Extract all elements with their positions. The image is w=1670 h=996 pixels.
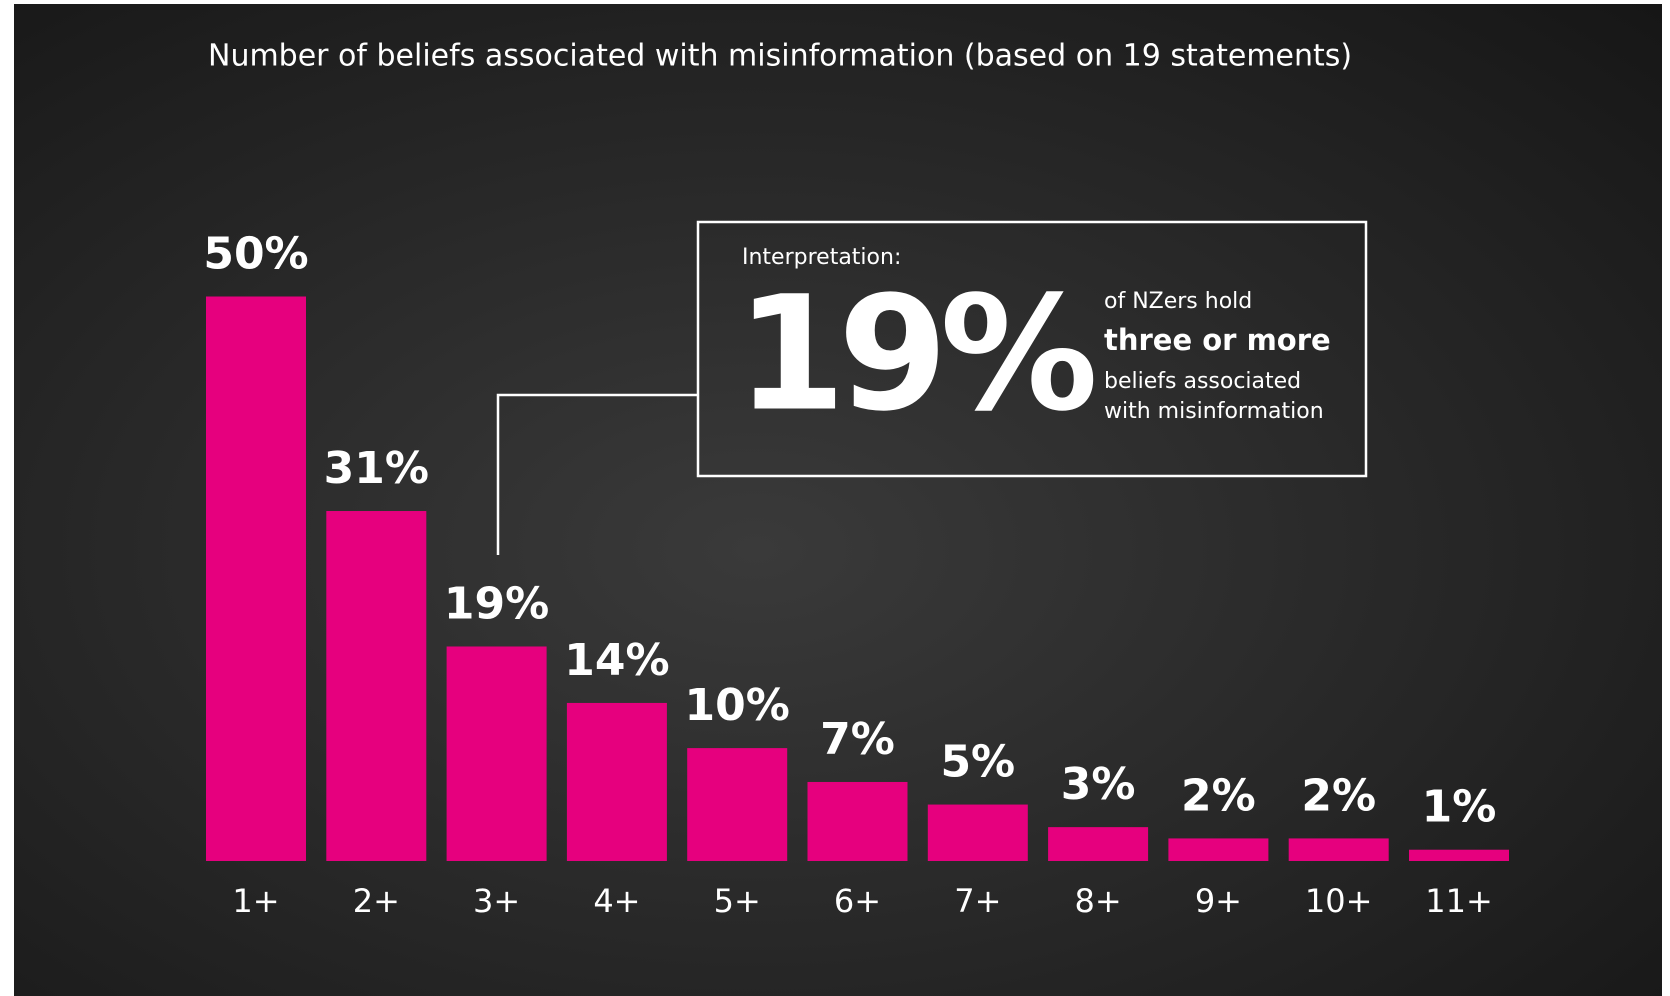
x-tick-label: 1+ [232, 882, 279, 920]
x-tick-label: 9+ [1195, 882, 1242, 920]
annotation-line: three or more [1104, 323, 1331, 357]
bar [326, 511, 427, 861]
x-tick-label: 6+ [834, 882, 881, 920]
connector [496, 393, 698, 555]
x-tick-label: 4+ [593, 882, 640, 920]
value-label: 2% [1301, 770, 1376, 821]
bar [927, 804, 1028, 861]
value-label: 14% [564, 635, 669, 686]
value-label: 19% [444, 578, 549, 629]
annotation-box [696, 220, 1368, 478]
value-label: 10% [685, 680, 790, 731]
chart-title: Number of beliefs associated with misinf… [208, 39, 1352, 74]
bar [446, 646, 547, 861]
annotation-figure: 19% [736, 262, 1094, 446]
x-tick-label: 11+ [1425, 882, 1493, 920]
bar [687, 748, 788, 861]
x-tick-label: 8+ [1075, 882, 1122, 920]
bar [1168, 838, 1269, 861]
value-label: 1% [1422, 782, 1497, 833]
x-tick-label: 7+ [954, 882, 1001, 920]
annotation-line: of NZers hold [1104, 289, 1252, 314]
x-tick-label: 5+ [714, 882, 761, 920]
bar [1048, 827, 1149, 861]
bar [566, 702, 667, 861]
x-tick-label: 10+ [1305, 882, 1373, 920]
value-label: 3% [1061, 759, 1136, 810]
x-tick-label: 3+ [473, 882, 520, 920]
bar [1288, 838, 1389, 861]
bar [807, 781, 908, 861]
value-label: 7% [820, 714, 895, 765]
x-tick-label: 2+ [353, 882, 400, 920]
annotation-heading: Interpretation: [742, 245, 901, 270]
value-label: 5% [940, 737, 1015, 788]
bar [206, 296, 306, 861]
value-label: 50% [203, 229, 308, 280]
annotation-line: beliefs associated [1104, 369, 1301, 394]
value-label: 31% [324, 443, 429, 494]
value-label: 2% [1181, 770, 1256, 821]
bar [1409, 849, 1509, 861]
annotation-line: with misinformation [1104, 399, 1324, 424]
